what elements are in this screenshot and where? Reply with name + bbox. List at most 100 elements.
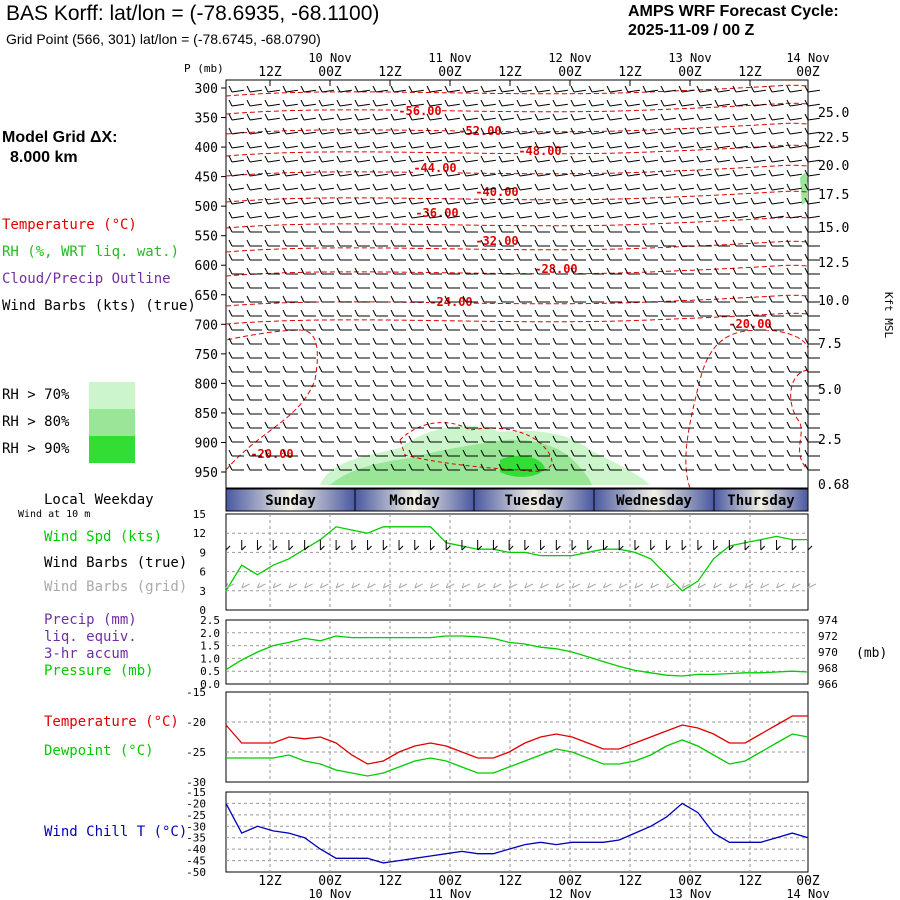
wind-barb <box>390 99 406 107</box>
wind-barb <box>642 351 658 359</box>
wind-barb <box>750 85 766 93</box>
pressure-tick-label: 300 <box>195 82 218 97</box>
wind-barb <box>480 449 496 457</box>
wind-barb <box>372 281 388 289</box>
wind-barb <box>318 267 334 275</box>
wind-barb <box>750 99 766 107</box>
wind-barb <box>696 267 712 275</box>
wind-barb <box>534 407 550 415</box>
wind-barb <box>750 337 766 345</box>
top-hour-label: 12Z <box>378 65 402 80</box>
wind-barb <box>804 267 820 275</box>
pressure-tick-label: 600 <box>195 259 218 274</box>
wind-barb <box>318 127 334 135</box>
bottom-date-label: 12 Nov <box>548 887 591 900</box>
wind-barb <box>444 323 460 331</box>
wind-barb <box>786 379 802 387</box>
wind-barb <box>246 295 262 303</box>
wind-barb <box>282 295 298 303</box>
wind-barb <box>336 197 352 205</box>
wind-barb <box>732 253 748 261</box>
rh80-upper-region <box>800 172 808 205</box>
wind-barb <box>408 127 424 135</box>
wind-barb <box>606 239 622 247</box>
wind-barb <box>660 379 676 387</box>
wind-barb <box>372 141 388 149</box>
wind-barb <box>552 155 568 163</box>
wind-barb <box>624 281 640 289</box>
wind-barb <box>354 323 370 331</box>
wind-barb <box>372 463 388 471</box>
wind-barb <box>282 99 298 107</box>
wind-barb <box>390 463 406 471</box>
wind-barb <box>246 197 262 205</box>
wind-barb <box>336 127 352 135</box>
wind-barb <box>642 267 658 275</box>
wind-barb <box>462 113 478 121</box>
wind-barb <box>768 99 784 107</box>
wind-barb <box>372 113 388 121</box>
wind-barb <box>534 197 550 205</box>
wind-barb <box>642 449 658 457</box>
top-date-label: 12 Nov <box>548 51 591 65</box>
wind-barb <box>732 225 748 233</box>
wind-barb <box>264 169 280 177</box>
wind-barb <box>570 155 586 163</box>
wind-barb <box>588 197 604 205</box>
wind-barb <box>570 267 586 275</box>
wind-barb <box>786 225 802 233</box>
wind-barb <box>624 183 640 191</box>
wind-barb <box>300 351 316 359</box>
wind-barb <box>696 225 712 233</box>
wind-barb <box>408 141 424 149</box>
height-tick-label: 15.0 <box>818 221 849 236</box>
wind-barb <box>552 183 568 191</box>
wind-barb <box>318 239 334 247</box>
temperature-contour-label: -20.00 <box>250 447 293 461</box>
cloud-outline <box>399 422 553 472</box>
bottom-hour-label: 12Z <box>258 874 282 889</box>
wind-barb <box>318 449 334 457</box>
wind-barb <box>588 323 604 331</box>
wind-barb <box>624 225 640 233</box>
wind-barb <box>768 267 784 275</box>
wind-barb <box>282 169 298 177</box>
wind-barb <box>408 407 424 415</box>
wind-barb <box>372 351 388 359</box>
wind-barb <box>444 295 460 303</box>
wind-barb <box>768 463 784 471</box>
model-grid-label: Model Grid ΔX: <box>2 129 118 146</box>
wind-barb <box>714 379 730 387</box>
wind-barb <box>678 463 694 471</box>
wind-barb <box>804 393 820 401</box>
wind-barb <box>714 449 730 457</box>
wind-barb <box>660 225 676 233</box>
wind-barb <box>462 211 478 219</box>
wind-barb <box>516 309 532 317</box>
wind-barb <box>444 127 460 135</box>
wind-chill-tick-label: -15 <box>186 786 206 799</box>
wind-barb <box>678 407 694 415</box>
wind-barb <box>408 379 424 387</box>
wind-barb <box>372 211 388 219</box>
wind-barb <box>696 295 712 303</box>
wind-barb <box>570 183 586 191</box>
wind-barb <box>642 421 658 429</box>
wind-barb <box>750 141 766 149</box>
wind-barb <box>588 407 604 415</box>
wind-barb <box>804 281 820 289</box>
wind-barb <box>714 141 730 149</box>
wind-barb <box>642 239 658 247</box>
wind-barb <box>354 85 370 93</box>
wind-barb <box>786 113 802 121</box>
wind-barb <box>336 155 352 163</box>
wind-barb <box>678 449 694 457</box>
wind-barb <box>552 113 568 121</box>
wind-barb <box>624 169 640 177</box>
wind-barb <box>804 449 820 457</box>
wind-barb <box>660 449 676 457</box>
wind-barb <box>750 351 766 359</box>
wind-barb <box>246 323 262 331</box>
surface-wind-barb <box>587 540 593 551</box>
wind-barb <box>642 183 658 191</box>
